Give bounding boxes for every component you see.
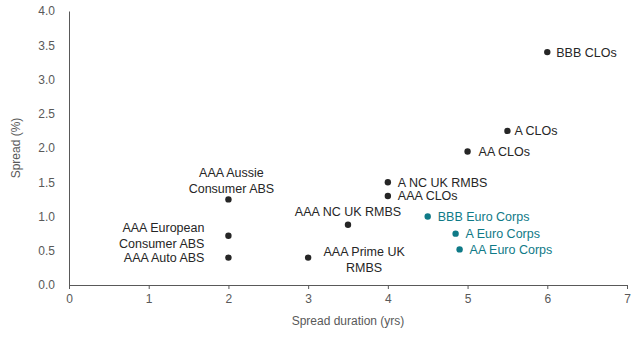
x-tick: 1 [146, 285, 153, 306]
point [345, 222, 351, 228]
point-label-line: BBB CLOs [556, 46, 616, 60]
y-tick: 0.5 [38, 244, 69, 258]
point [544, 49, 550, 55]
points [225, 49, 550, 261]
y-tick: 3.5 [38, 39, 69, 53]
point [385, 179, 391, 185]
point [452, 230, 458, 236]
y-tick-label: 3.0 [38, 73, 55, 87]
y-tick-label: 4.0 [38, 4, 55, 18]
x-tick: 0 [66, 285, 73, 306]
x-axis-line [70, 286, 628, 290]
point-label: AAA European Consumer ABS [119, 221, 205, 252]
chart: 0 1 2 3 4 5 6 7 0.0 0.5 1.0 1.5 2.0 2.5 3.0 3.5 4.0 AAA A… [0, 0, 640, 337]
point-label: AAA Aussie Consumer ABS [189, 166, 274, 197]
y-tick: 1.0 [38, 210, 69, 224]
y-tick-label: 3.5 [38, 39, 55, 53]
y-tick-label: 0.5 [38, 244, 55, 258]
y-tick-label: 2.5 [38, 107, 55, 121]
point-label-line: RMBS [346, 261, 382, 275]
point-label-line: AAA Prime UK [324, 245, 406, 259]
x-tick-mark [468, 285, 469, 289]
point-label-line: AAA NC UK RMBS [295, 205, 401, 219]
y-axis-title: Spread (%) [9, 118, 23, 179]
x-tick-label: 2 [226, 292, 233, 306]
x-tick: 5 [465, 285, 472, 306]
point-label-line: AAA Auto ABS [124, 251, 205, 265]
point-label-line: AAA European [122, 221, 204, 235]
point [305, 254, 311, 260]
y-tick-label: 1.5 [38, 176, 55, 190]
point [425, 213, 431, 219]
point-label-line: A Euro Corps [466, 227, 540, 241]
point-label-line: AA CLOs [479, 145, 530, 159]
point-labels: AAA Aussie Consumer ABS AAA European Consum… [119, 46, 617, 276]
point-label-line: AAA Aussie [199, 166, 264, 180]
y-tick-label: 1.0 [38, 210, 55, 224]
x-tick-mark [69, 285, 70, 289]
y-axis-line [69, 12, 70, 286]
point-label: BBB CLOs [556, 46, 616, 60]
point [464, 148, 470, 154]
point-label-line: BBB Euro Corps [438, 210, 530, 224]
y-tick: 4.0 [38, 4, 69, 18]
point-label-line: AAA CLOs [398, 189, 458, 203]
point-label-line: AA Euro Corps [470, 243, 553, 257]
x-tick-mark [149, 285, 150, 289]
x-tick-label: 7 [624, 292, 631, 306]
point [225, 196, 231, 202]
x-tick-label: 0 [66, 292, 73, 306]
point-label: A CLOs [514, 124, 557, 138]
x-tick-label: 3 [305, 292, 312, 306]
x-axis: 0 1 2 3 4 5 6 7 [66, 285, 631, 306]
x-tick-mark [228, 285, 229, 289]
x-tick-mark [627, 285, 628, 289]
point-label: AAA Auto ABS [124, 251, 205, 265]
y-tick-label: 2.0 [38, 141, 55, 155]
point-label: A NC UK RMBS [398, 176, 488, 190]
point-label: AA CLOs [479, 145, 530, 159]
x-tick-mark [388, 285, 389, 289]
x-tick-mark [547, 285, 548, 289]
x-tick: 2 [226, 285, 233, 306]
x-tick-label: 6 [544, 292, 551, 306]
point-label: BBB Euro Corps [438, 210, 530, 224]
y-tick: 1.5 [38, 176, 69, 190]
point [385, 193, 391, 199]
x-tick-mark [308, 285, 309, 289]
point-label-line: Consumer ABS [119, 237, 204, 251]
point-label: AA Euro Corps [470, 243, 553, 257]
y-tick: 2.0 [38, 141, 69, 155]
point-label-line: Consumer ABS [189, 182, 274, 196]
point [504, 128, 510, 134]
x-tick: 6 [544, 285, 551, 306]
y-tick-label: 0.0 [38, 278, 55, 292]
plot: 0 1 2 3 4 5 6 7 0.0 0.5 1.0 1.5 2.0 2.5 3.0 3.5 4.0 AAA A… [38, 4, 631, 305]
x-tick: 4 [385, 285, 392, 306]
point [456, 246, 462, 252]
y-tick: 0.0 [38, 278, 69, 292]
point-label: AAA NC UK RMBS [295, 205, 401, 219]
x-tick-label: 1 [146, 292, 153, 306]
point [225, 232, 231, 238]
y-tick: 3.0 [38, 73, 69, 87]
x-axis-title: Spread duration (yrs) [292, 314, 405, 328]
y-tick: 2.5 [38, 107, 69, 121]
point-label-line: A CLOs [514, 124, 557, 138]
x-tick-label: 5 [465, 292, 472, 306]
point-label-line: A NC UK RMBS [398, 176, 488, 190]
x-tick: 3 [305, 285, 312, 306]
y-axis: 0.0 0.5 1.0 1.5 2.0 2.5 3.0 3.5 4.0 [38, 4, 69, 292]
x-tick: 7 [624, 285, 631, 306]
point-label: AAA CLOs [398, 189, 458, 203]
point-label: A Euro Corps [466, 227, 540, 241]
point-label: AAA Prime UK RMBS [324, 245, 406, 276]
x-tick-label: 4 [385, 292, 392, 306]
point [225, 254, 231, 260]
